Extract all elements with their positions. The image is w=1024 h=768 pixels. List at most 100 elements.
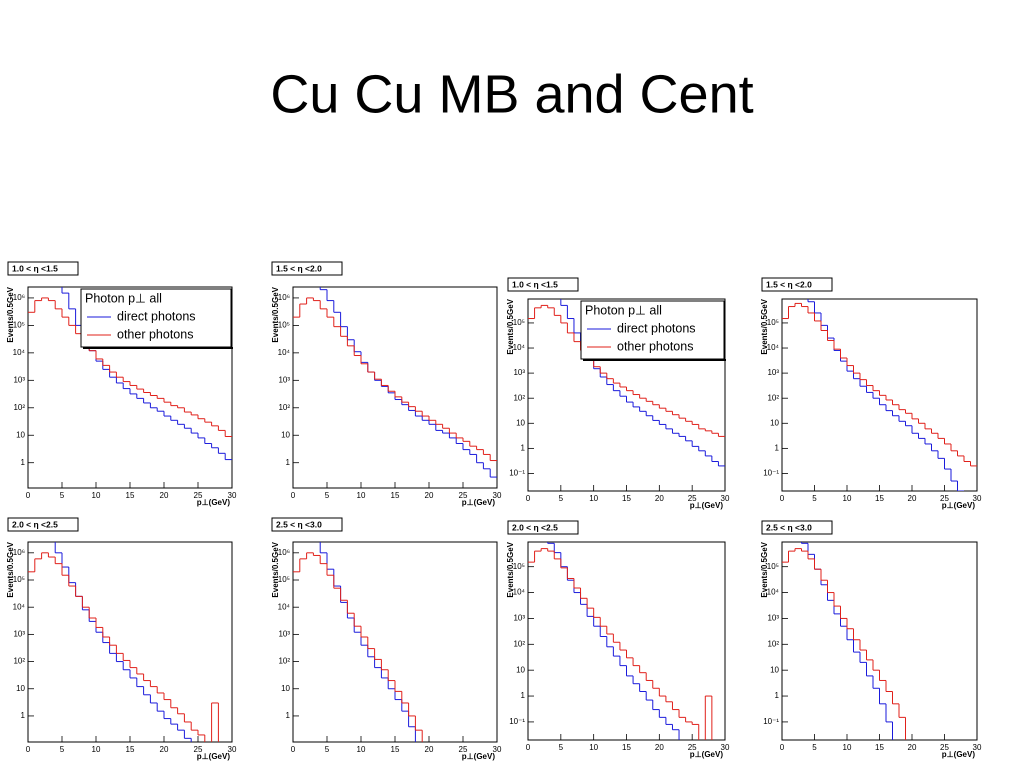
y-tick-label: 10²	[513, 393, 525, 402]
x-tick-label: 30	[228, 491, 237, 500]
x-axis-label: p⊥(GeV)	[197, 498, 231, 507]
y-tick-label: 10⁶	[278, 548, 290, 557]
y-tick-label: 10²	[767, 393, 779, 402]
x-tick-label: 0	[780, 494, 785, 503]
panel-title: 1.0 < η <1.5	[12, 263, 58, 273]
y-tick-label: 10⁻¹	[763, 717, 779, 726]
y-tick-label: 10²	[278, 403, 290, 412]
y-tick-label: 1	[21, 711, 26, 720]
x-tick-label: 5	[60, 745, 65, 754]
x-tick-label: 0	[526, 743, 531, 752]
y-axis-label: Events/0.5GeV	[6, 286, 15, 342]
x-tick-label: 10	[92, 745, 101, 754]
x-tick-label: 15	[126, 491, 135, 500]
x-tick-label: 25	[688, 494, 697, 503]
x-tick-label: 5	[812, 494, 817, 503]
legend-box	[580, 300, 725, 360]
x-tick-label: 20	[425, 745, 434, 754]
y-tick-label: 10²	[767, 639, 779, 648]
y-tick-label: 10	[770, 665, 779, 674]
y-tick-label: 10⁻¹	[509, 717, 525, 726]
x-tick-label: 0	[26, 745, 31, 754]
x-tick-label: 15	[391, 491, 400, 500]
y-tick-label: 10⁴	[278, 348, 291, 357]
x-tick-label: 20	[160, 745, 169, 754]
y-tick-label: 10³	[767, 368, 779, 377]
legend-label: direct photons	[117, 309, 196, 323]
x-tick-label: 30	[721, 743, 730, 752]
x-tick-label: 30	[973, 743, 982, 752]
y-tick-label: 10³	[278, 375, 290, 384]
x-tick-label: 20	[655, 743, 664, 752]
y-tick-label: 10²	[278, 657, 290, 666]
x-tick-label: 25	[194, 491, 203, 500]
x-axis-label: p⊥(GeV)	[197, 752, 231, 761]
y-tick-label: 1	[775, 691, 780, 700]
x-tick-label: 10	[357, 491, 366, 500]
x-tick-label: 10	[92, 491, 101, 500]
y-tick-label: 10⁵	[278, 321, 290, 330]
x-tick-label: 25	[459, 745, 468, 754]
x-tick-label: 20	[160, 491, 169, 500]
y-tick-label: 10²	[13, 657, 25, 666]
plot-frame	[27, 541, 233, 743]
x-tick-label: 5	[559, 494, 564, 503]
x-tick-label: 10	[589, 494, 598, 503]
plot-frame	[781, 541, 978, 741]
x-tick-label: 25	[688, 743, 697, 752]
y-tick-label: 10³	[13, 375, 25, 384]
x-tick-label: 30	[973, 494, 982, 503]
plot-frame	[527, 541, 726, 741]
legend-label: other photons	[617, 339, 693, 353]
plot-frame	[292, 286, 498, 489]
panel-title: 2.5 < η <3.0	[276, 519, 322, 529]
x-axis-label: p⊥(GeV)	[690, 501, 724, 510]
y-tick-label: 10⁵	[13, 575, 25, 584]
legend-box	[80, 288, 232, 348]
y-tick-label: 10⁵	[13, 321, 25, 330]
panel-title: 1.0 < η <1.5	[512, 279, 558, 289]
x-tick-label: 20	[425, 491, 434, 500]
y-tick-label: 10	[516, 418, 525, 427]
x-tick-label: 10	[357, 745, 366, 754]
panel-title-box	[7, 261, 79, 276]
y-tick-label: 10⁵	[767, 318, 779, 327]
y-tick-label: 10³	[513, 614, 525, 623]
x-tick-label: 0	[780, 743, 785, 752]
x-tick-label: 30	[228, 745, 237, 754]
x-tick-label: 30	[721, 494, 730, 503]
y-tick-label: 10	[16, 430, 25, 439]
panel-title-box	[271, 261, 343, 276]
y-axis-label: Events/0.5GeV	[760, 541, 769, 597]
x-tick-label: 10	[589, 743, 598, 752]
y-tick-label: 10⁶	[278, 293, 290, 302]
x-tick-label: 15	[875, 494, 884, 503]
x-tick-label: 10	[843, 743, 852, 752]
y-tick-label: 10⁴	[513, 588, 526, 597]
y-tick-label: 1	[286, 458, 291, 467]
y-tick-label: 10⁵	[278, 575, 290, 584]
x-tick-label: 15	[622, 494, 631, 503]
series-group	[28, 287, 232, 461]
panel-title-box	[761, 277, 833, 292]
histogram-panel: 1.5 < η <2.0 10⁻¹ 1 10 10² 10³ 10⁴ 10⁵ 0 5 10 15 20 2…	[760, 277, 982, 510]
x-tick-label: 25	[940, 494, 949, 503]
y-tick-label: 10	[281, 430, 290, 439]
x-tick-label: 25	[940, 743, 949, 752]
y-tick-label: 10⁴	[278, 602, 291, 611]
y-tick-label: 10³	[767, 614, 779, 623]
legend-shadow	[83, 347, 233, 349]
y-tick-label: 10	[770, 418, 779, 427]
panel-title: 1.5 < η <2.0	[276, 263, 322, 273]
x-tick-label: 5	[559, 743, 564, 752]
y-tick-label: 1	[521, 691, 526, 700]
x-tick-label: 0	[526, 494, 531, 503]
panel-title: 2.0 < η <2.5	[512, 522, 558, 532]
x-tick-label: 15	[391, 745, 400, 754]
y-tick-label: 10³	[13, 629, 25, 638]
legend-shadow	[583, 359, 726, 361]
x-tick-label: 0	[291, 745, 296, 754]
y-axis-label: Events/0.5GeV	[6, 541, 15, 597]
histogram-panel: 2.0 < η <2.5 1 10 10² 10³ 10⁴ 10⁵ 10⁶ 0 5 10 15 20 25…	[6, 517, 237, 761]
